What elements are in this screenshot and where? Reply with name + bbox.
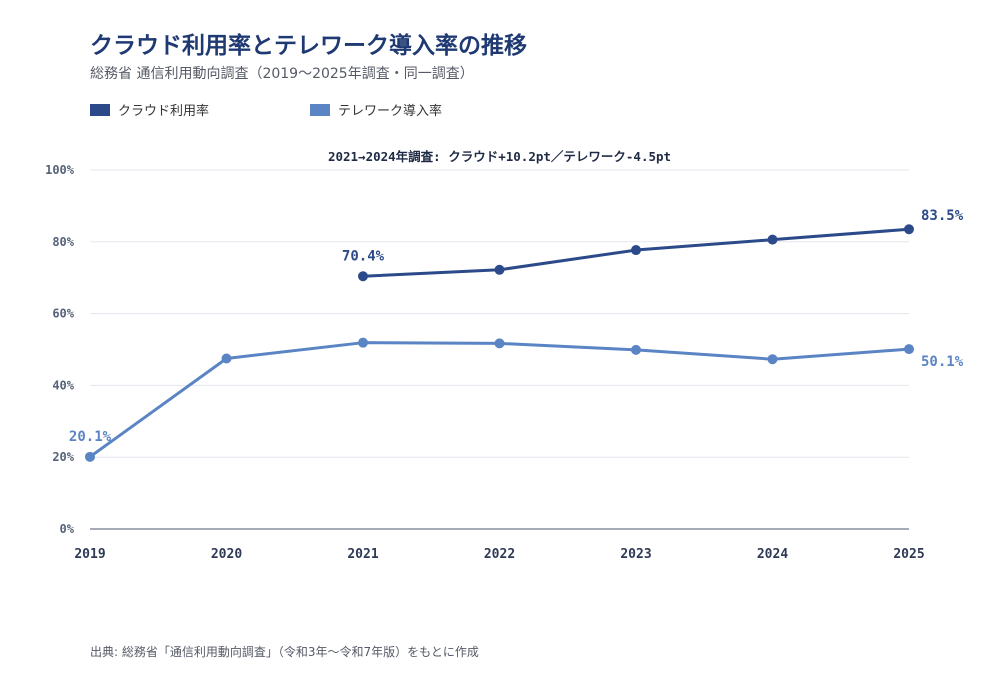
x-tick-label: 2019 bbox=[74, 547, 105, 562]
x-tick-label: 2022 bbox=[484, 547, 515, 562]
y-tick-label: 60% bbox=[52, 307, 74, 321]
y-tick-label: 20% bbox=[52, 450, 74, 464]
legend-label-cloud: クラウド利用率 bbox=[118, 104, 210, 119]
legend-item-cloud: クラウド利用率 bbox=[90, 100, 209, 119]
x-tick-label: 2024 bbox=[757, 547, 788, 562]
data-point-telework bbox=[631, 344, 641, 355]
chart-annotation: 2021→2024年調査: クラウド+10.2pt／テレワーク-4.5pt bbox=[328, 149, 671, 164]
data-label-telework: 50.1% bbox=[921, 354, 964, 370]
data-point-telework bbox=[767, 354, 778, 365]
x-tick-label: 2023 bbox=[620, 547, 651, 562]
data-point-telework bbox=[494, 338, 505, 349]
x-tick-label: 2020 bbox=[211, 547, 242, 562]
data-point-cloud bbox=[767, 234, 778, 245]
legend-swatch-telework bbox=[310, 103, 330, 116]
source-note: 出典: 総務省「通信利用動向調査」（令和3年〜令和7年版）をもとに作成 bbox=[90, 645, 479, 659]
y-tick-label: 100% bbox=[45, 163, 75, 177]
data-label-cloud: 70.4% bbox=[342, 248, 385, 264]
legend-label-telework: テレワーク導入率 bbox=[338, 104, 443, 119]
data-point-cloud bbox=[494, 264, 505, 275]
legend-swatch-cloud bbox=[90, 103, 110, 116]
data-label-cloud: 83.5% bbox=[921, 208, 964, 224]
chart-title: クラウド利用率とテレワーク導入率の推移 bbox=[90, 33, 527, 59]
data-point-cloud bbox=[904, 224, 914, 235]
x-tick-label: 2025 bbox=[893, 547, 924, 562]
data-point-telework bbox=[221, 353, 232, 364]
data-label-telework: 20.1% bbox=[69, 429, 112, 445]
data-point-cloud bbox=[631, 245, 641, 256]
y-tick-label: 80% bbox=[52, 235, 74, 249]
y-tick-label: 0% bbox=[60, 522, 75, 536]
data-point-telework bbox=[358, 337, 368, 348]
data-point-telework bbox=[904, 344, 914, 355]
data-point-cloud bbox=[358, 271, 368, 282]
chart-subtitle: 総務省 通信利用動向調査（2019〜2025年調査・同一調査） bbox=[90, 66, 474, 82]
data-point-telework bbox=[85, 451, 95, 462]
x-tick-label: 2021 bbox=[347, 547, 378, 562]
y-tick-label: 40% bbox=[52, 378, 74, 392]
series-line-telework bbox=[89, 341, 910, 459]
legend-item-telework: テレワーク導入率 bbox=[310, 100, 442, 119]
